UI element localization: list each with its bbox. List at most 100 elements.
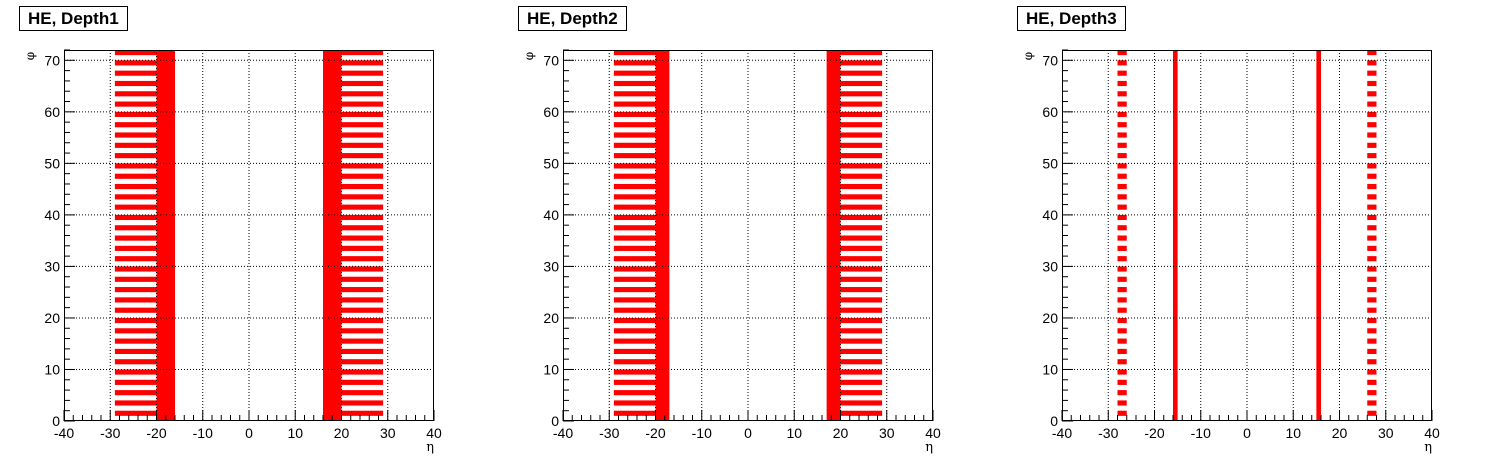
- bin-cell: [840, 194, 883, 200]
- y-tick-label: 70: [44, 52, 60, 68]
- bin-cell: [114, 307, 157, 313]
- bin-cell: [1117, 266, 1127, 272]
- bin-cell: [613, 235, 656, 241]
- bin-cell: [613, 60, 656, 66]
- bin-cell: [1117, 287, 1127, 293]
- bin-cell: [341, 163, 384, 169]
- bin-cell: [613, 173, 656, 179]
- bin-cell: [1117, 245, 1127, 251]
- bin-cell: [1117, 317, 1127, 324]
- bin-cell: [613, 266, 656, 272]
- y-tick-label: 20: [44, 310, 60, 326]
- bin-cell: [341, 359, 384, 365]
- bin-cell: [1367, 245, 1377, 251]
- grid: [1062, 50, 1432, 421]
- bin-cell: [1117, 50, 1127, 56]
- bin-cell: [613, 70, 656, 76]
- bin-cell: [613, 122, 656, 128]
- bin-cell: [1117, 111, 1127, 117]
- bin-cell: [840, 60, 883, 66]
- bin-cell: [341, 276, 384, 282]
- bin-cell: [840, 307, 883, 313]
- bin-cell: [840, 225, 883, 231]
- bin-cell: [1367, 317, 1377, 324]
- bin-cell: [613, 132, 656, 138]
- bin-cell: [1117, 173, 1127, 179]
- bin-cell: [1367, 379, 1377, 385]
- bin-cell: [114, 80, 157, 87]
- bin-cell: [1117, 225, 1127, 231]
- bin-cell: [1367, 70, 1377, 76]
- x-tick-label: 20: [334, 425, 350, 441]
- bin-cell: [114, 235, 157, 241]
- bin-cell: [1117, 214, 1127, 221]
- bin-cell: [1367, 410, 1377, 416]
- bin-cell: [1367, 307, 1377, 313]
- bin-cell: [613, 50, 656, 56]
- bin-cell: [613, 307, 656, 313]
- bin-cell: [114, 132, 157, 138]
- bin-cell: [1367, 400, 1377, 406]
- x-tick-label: -20: [146, 425, 166, 441]
- bin-cell: [840, 101, 883, 107]
- x-tick-label: 30: [380, 425, 396, 441]
- y-tick-label: 30: [1042, 258, 1058, 274]
- x-tick-label: 20: [1332, 425, 1348, 441]
- bin-cell: [341, 410, 384, 416]
- bin-cell: [1117, 204, 1127, 210]
- bin-cell: [840, 266, 883, 272]
- bin-cell: [341, 173, 384, 179]
- bin-cell: [613, 410, 656, 416]
- bin-cell: [840, 276, 883, 282]
- y-tick-label: 50: [543, 155, 559, 171]
- y-tick-label: 70: [543, 52, 559, 68]
- y-tick-label: 50: [44, 155, 60, 171]
- bin-cell: [1367, 50, 1377, 56]
- x-tick-label: 40: [426, 425, 442, 441]
- x-tick-label: 0: [744, 425, 752, 441]
- x-tick-label: -20: [1144, 425, 1164, 441]
- x-axis-label: η: [426, 440, 434, 455]
- bin-cell: [1117, 142, 1127, 148]
- bin-cell: [1117, 80, 1127, 87]
- bin-cell: [114, 256, 157, 262]
- bin-cell: [613, 338, 656, 344]
- bin-cell: [341, 60, 384, 66]
- bin-cell: [114, 245, 157, 251]
- bin-cell: [1367, 204, 1377, 210]
- bin-cell: [840, 410, 883, 416]
- bin-cell: [840, 245, 883, 251]
- bin-cell: [114, 111, 157, 117]
- y-axis-label: φ: [23, 52, 37, 60]
- bin-cell: [341, 122, 384, 128]
- bin-cell: [114, 328, 157, 334]
- bin-cell: [341, 369, 384, 375]
- bin-cell: [114, 204, 157, 210]
- bin-cell: [114, 276, 157, 282]
- bin-cell: [341, 80, 384, 87]
- bin-cell: [341, 204, 384, 210]
- bin-cell: [613, 111, 656, 117]
- y-tick-label: 60: [1042, 104, 1058, 120]
- bin-cell: [613, 91, 656, 97]
- bin-cell: [341, 328, 384, 334]
- bin-cell: [341, 256, 384, 262]
- bin-cell: [114, 173, 157, 179]
- bin-cell: [114, 70, 157, 76]
- bin-cell: [1117, 70, 1127, 76]
- bin-cell: [840, 142, 883, 148]
- y-tick-label: 0: [1050, 413, 1058, 429]
- y-tick-label: 20: [1042, 310, 1058, 326]
- x-tick-label: -10: [692, 425, 712, 441]
- x-tick-label: -30: [1098, 425, 1118, 441]
- x-tick-label: -10: [193, 425, 213, 441]
- panel-title-depth2: HE, Depth2: [518, 6, 627, 31]
- bin-cell: [1117, 390, 1127, 396]
- bin-cell: [341, 245, 384, 251]
- bin-band: [323, 50, 342, 421]
- y-tick-label: 40: [1042, 207, 1058, 223]
- y-tick-label: 40: [543, 207, 559, 223]
- bin-cell: [613, 214, 656, 221]
- bin-cell: [840, 359, 883, 365]
